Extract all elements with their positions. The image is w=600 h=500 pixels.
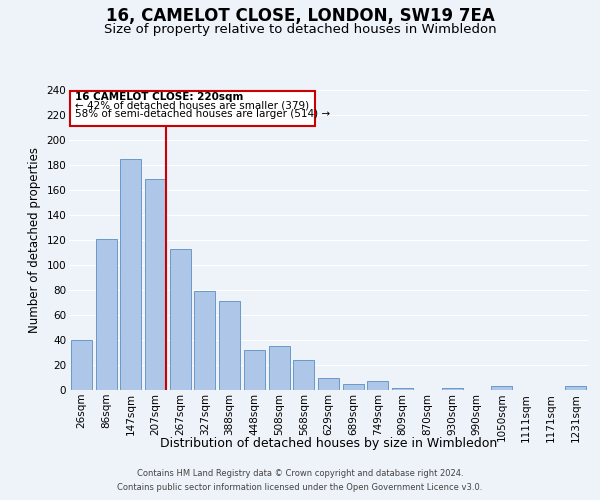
Bar xyxy=(194,291,215,390)
Bar xyxy=(244,350,265,390)
Bar xyxy=(145,179,166,390)
Bar xyxy=(442,388,463,390)
Text: ← 42% of detached houses are smaller (379): ← 42% of detached houses are smaller (37… xyxy=(75,100,310,110)
Text: Size of property relative to detached houses in Wimbledon: Size of property relative to detached ho… xyxy=(104,22,496,36)
Bar xyxy=(293,360,314,390)
Text: Distribution of detached houses by size in Wimbledon: Distribution of detached houses by size … xyxy=(160,438,497,450)
Text: 16 CAMELOT CLOSE: 220sqm: 16 CAMELOT CLOSE: 220sqm xyxy=(75,92,244,102)
Bar xyxy=(269,346,290,390)
Bar xyxy=(392,388,413,390)
Bar xyxy=(565,386,586,390)
Y-axis label: Number of detached properties: Number of detached properties xyxy=(28,147,41,333)
Bar xyxy=(491,386,512,390)
Text: 58% of semi-detached houses are larger (514) →: 58% of semi-detached houses are larger (… xyxy=(75,110,331,120)
Text: Contains public sector information licensed under the Open Government Licence v3: Contains public sector information licen… xyxy=(118,484,482,492)
Bar xyxy=(120,159,141,390)
Bar xyxy=(367,381,388,390)
Bar xyxy=(95,239,116,390)
Text: Contains HM Land Registry data © Crown copyright and database right 2024.: Contains HM Land Registry data © Crown c… xyxy=(137,468,463,477)
Bar xyxy=(219,301,240,390)
FancyBboxPatch shape xyxy=(70,91,315,126)
Bar xyxy=(343,384,364,390)
Bar xyxy=(71,340,92,390)
Bar xyxy=(170,248,191,390)
Bar xyxy=(318,378,339,390)
Text: 16, CAMELOT CLOSE, LONDON, SW19 7EA: 16, CAMELOT CLOSE, LONDON, SW19 7EA xyxy=(106,8,494,26)
